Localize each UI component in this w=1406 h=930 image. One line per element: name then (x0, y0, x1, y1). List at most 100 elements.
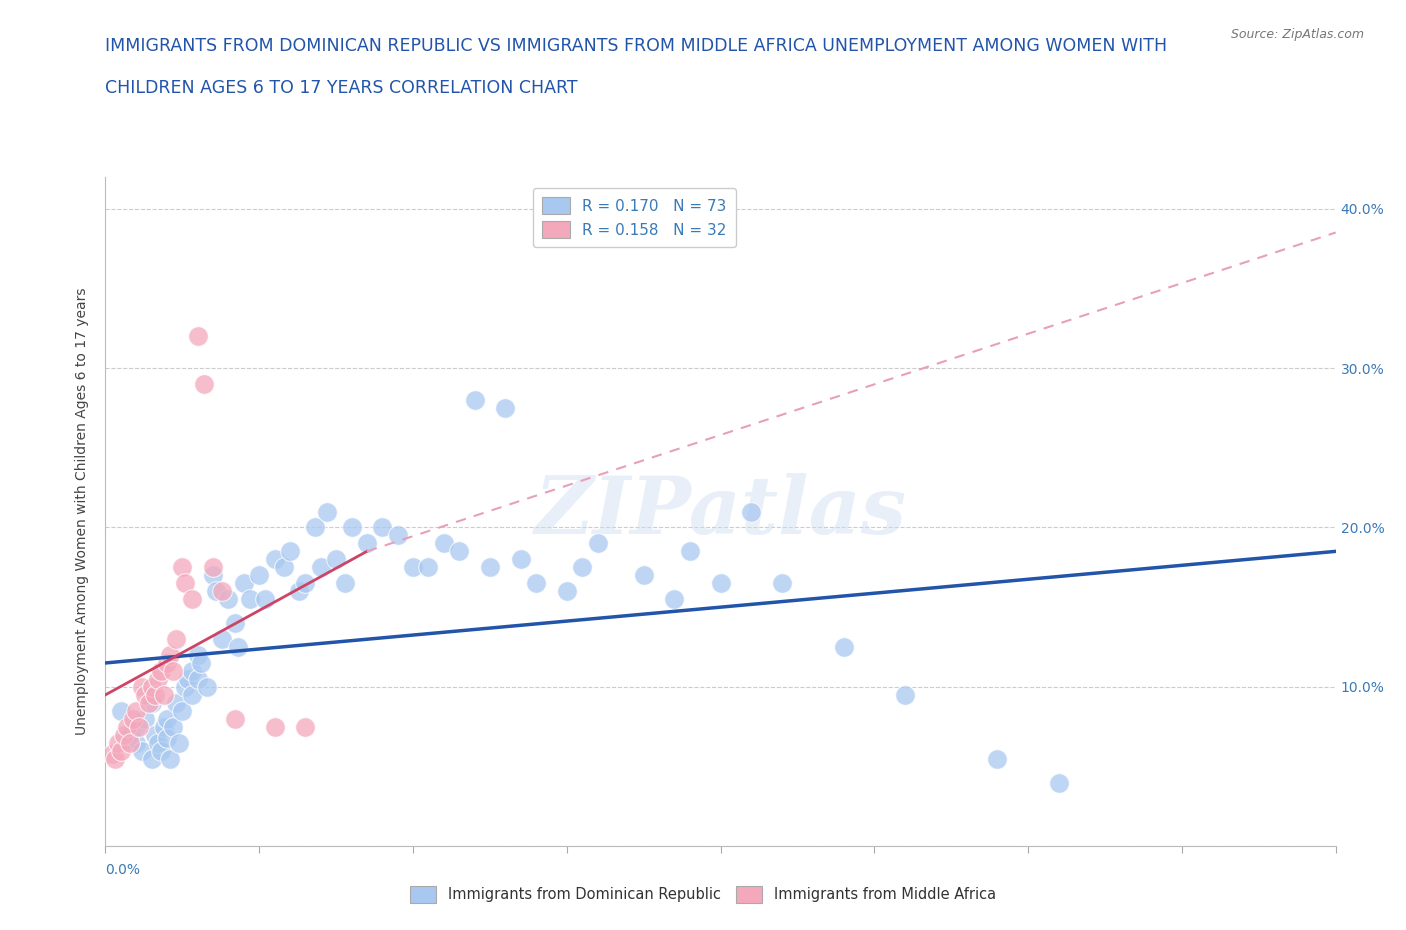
Point (464, 392, 486, 407)
Point (371, 520, 394, 535)
Point (172, 703, 194, 718)
Point (110, 743, 132, 758)
Point (494, 401, 516, 416)
Point (740, 504, 762, 519)
Point (156, 656, 179, 671)
Point (146, 671, 169, 686)
Point (146, 736, 169, 751)
Point (125, 736, 148, 751)
Point (128, 719, 150, 734)
Point (187, 328, 209, 343)
Point (100, 747, 122, 762)
Point (143, 687, 166, 702)
Point (162, 719, 184, 734)
Point (153, 687, 176, 702)
Point (247, 568, 270, 583)
Point (193, 377, 215, 392)
Point (894, 687, 917, 702)
Point (120, 727, 141, 742)
Point (232, 576, 254, 591)
Point (120, 736, 141, 751)
Text: ZIPatlas: ZIPatlas (534, 472, 907, 551)
Point (571, 560, 593, 575)
Point (156, 730, 179, 745)
Point (156, 711, 179, 726)
Point (141, 751, 163, 766)
Legend: R = 0.170   N = 73, R = 0.158   N = 32: R = 0.170 N = 73, R = 0.158 N = 32 (533, 188, 735, 247)
Point (169, 736, 191, 751)
Point (180, 663, 202, 678)
Point (224, 711, 246, 726)
Point (832, 640, 855, 655)
Point (187, 671, 209, 686)
Point (190, 656, 212, 671)
Point (180, 687, 202, 702)
Point (159, 647, 181, 662)
Point (159, 751, 181, 766)
Point (263, 551, 285, 566)
Point (586, 536, 609, 551)
Legend: Immigrants from Dominican Republic, Immigrants from Middle Africa: Immigrants from Dominican Republic, Immi… (405, 881, 1001, 909)
Point (340, 520, 363, 535)
Point (202, 560, 225, 575)
Point (226, 640, 249, 655)
Point (174, 576, 197, 591)
Point (224, 616, 246, 631)
Point (125, 703, 148, 718)
Point (294, 719, 316, 734)
Point (509, 551, 531, 566)
Point (278, 544, 301, 559)
Point (153, 719, 176, 734)
Point (555, 584, 578, 599)
Point (211, 584, 233, 599)
Text: CHILDREN AGES 6 TO 17 YEARS CORRELATION CHART: CHILDREN AGES 6 TO 17 YEARS CORRELATION … (105, 79, 578, 97)
Point (294, 576, 316, 591)
Point (122, 711, 145, 726)
Point (172, 560, 194, 575)
Point (710, 576, 733, 591)
Point (433, 536, 456, 551)
Point (304, 520, 326, 535)
Point (110, 703, 132, 718)
Point (195, 680, 218, 695)
Point (335, 576, 357, 591)
Point (149, 663, 172, 678)
Text: 0.0%: 0.0% (105, 863, 141, 877)
Point (679, 544, 702, 559)
Text: Source: ZipAtlas.com: Source: ZipAtlas.com (1230, 28, 1364, 41)
Point (165, 631, 187, 646)
Point (1047, 775, 1070, 790)
Point (162, 663, 184, 678)
Point (218, 591, 240, 606)
Point (125, 719, 148, 734)
Y-axis label: Unemployment Among Women with Children Ages 6 to 17 years: Unemployment Among Women with Children A… (76, 287, 90, 736)
Point (325, 551, 347, 566)
Point (315, 504, 337, 519)
Point (177, 671, 200, 686)
Point (309, 560, 332, 575)
Point (402, 560, 425, 575)
Point (387, 528, 409, 543)
Point (263, 719, 285, 734)
Point (134, 687, 156, 702)
Point (174, 680, 197, 695)
Point (254, 591, 277, 606)
Point (131, 680, 153, 695)
Point (356, 536, 378, 551)
Point (418, 560, 440, 575)
Point (131, 743, 153, 758)
Point (115, 719, 138, 734)
Point (478, 560, 501, 575)
Point (239, 591, 262, 606)
Point (141, 680, 163, 695)
Text: IMMIGRANTS FROM DOMINICAN REPUBLIC VS IMMIGRANTS FROM MIDDLE AFRICA UNEMPLOYMENT: IMMIGRANTS FROM DOMINICAN REPUBLIC VS IM… (105, 37, 1167, 55)
Point (107, 736, 129, 751)
Point (986, 751, 1008, 766)
Point (134, 711, 156, 726)
Point (664, 591, 686, 606)
Point (633, 568, 655, 583)
Point (202, 568, 225, 583)
Point (187, 647, 209, 662)
Point (112, 727, 135, 742)
Point (141, 696, 163, 711)
